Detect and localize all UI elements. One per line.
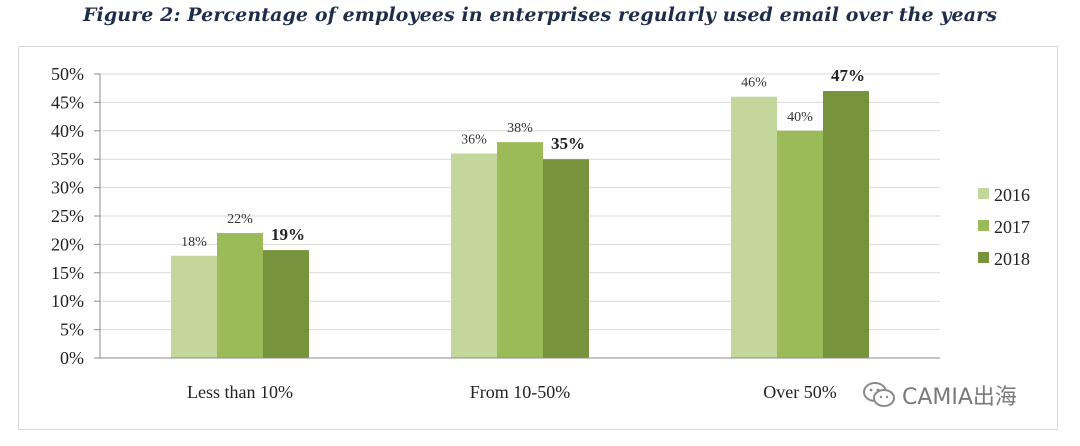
data-label: 18% bbox=[181, 235, 207, 250]
y-tick-label: 20% bbox=[51, 234, 84, 254]
watermark-text: CAMIA出海 bbox=[902, 385, 1017, 410]
legend-label: 2018 bbox=[994, 249, 1030, 269]
watermark: CAMIA出海 bbox=[862, 380, 1017, 410]
legend-label: 2017 bbox=[994, 217, 1030, 237]
y-tick-label: 25% bbox=[51, 206, 84, 226]
data-labels: 18% 22% 19% 36% 38% 35% 46% 40% 47% bbox=[181, 66, 865, 250]
y-axis: 0% 5% 10% 15% 20% 25% 30% 35% 40% 45% 50% bbox=[51, 64, 101, 368]
y-tick-label: 5% bbox=[60, 320, 84, 340]
bar-2017 bbox=[497, 142, 543, 358]
bar-2017 bbox=[217, 233, 263, 358]
legend: 2016 2017 2018 bbox=[978, 185, 1030, 269]
data-label: 47% bbox=[831, 66, 865, 85]
y-tick-label: 50% bbox=[51, 64, 84, 84]
x-category-label: Over 50% bbox=[763, 382, 836, 402]
y-tick-label: 40% bbox=[51, 121, 84, 141]
y-tick-label: 10% bbox=[51, 291, 84, 311]
y-tick-label: 45% bbox=[51, 92, 84, 112]
x-category-label: From 10-50% bbox=[470, 382, 571, 402]
y-tick-label: 0% bbox=[60, 348, 84, 368]
data-label: 36% bbox=[461, 133, 487, 148]
bars bbox=[171, 91, 869, 358]
data-label: 19% bbox=[271, 225, 305, 244]
data-label: 46% bbox=[741, 76, 767, 91]
bar-2018 bbox=[263, 250, 309, 358]
bar-2016 bbox=[451, 153, 497, 358]
bar-2017 bbox=[777, 130, 823, 358]
bar-2016 bbox=[171, 255, 217, 358]
bar-2018 bbox=[543, 159, 589, 358]
legend-swatch-2017 bbox=[978, 220, 989, 231]
legend-swatch-2016 bbox=[978, 188, 989, 199]
legend-swatch-2018 bbox=[978, 252, 989, 263]
bar-2018 bbox=[823, 91, 869, 358]
legend-label: 2016 bbox=[994, 185, 1030, 205]
y-tick-label: 30% bbox=[51, 178, 84, 198]
x-axis: Less than 10% From 10-50% Over 50% bbox=[100, 357, 940, 402]
data-label: 40% bbox=[787, 110, 813, 125]
data-label: 35% bbox=[551, 134, 585, 153]
x-category-label: Less than 10% bbox=[187, 382, 293, 402]
wechat-icon bbox=[863, 382, 895, 407]
y-tick-label: 15% bbox=[51, 263, 84, 283]
chart-title: Figure 2: Percentage of employees in ent… bbox=[82, 4, 998, 26]
data-label: 22% bbox=[227, 212, 253, 227]
y-tick-label: 35% bbox=[51, 149, 84, 169]
bar-2016 bbox=[731, 96, 777, 358]
data-label: 38% bbox=[507, 121, 533, 136]
